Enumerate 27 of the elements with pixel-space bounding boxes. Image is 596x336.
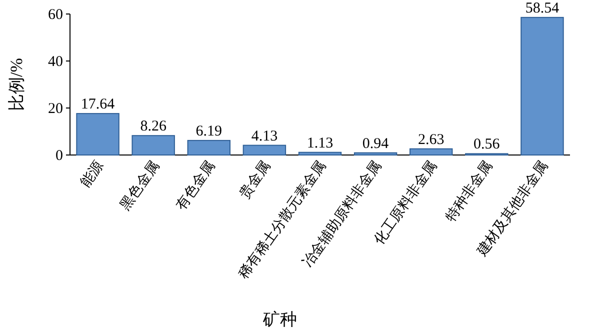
bar	[76, 113, 120, 156]
data-label: 0.56	[474, 136, 500, 153]
x-axis-title: 矿种	[262, 310, 297, 329]
bar	[242, 144, 286, 156]
data-label: 0.94	[362, 136, 390, 152]
data-label: 1.13	[306, 135, 334, 152]
x-tick-label: 有色金属	[172, 158, 218, 214]
x-tick-label: 黑色金属	[117, 158, 163, 214]
bar	[520, 16, 564, 156]
y-tick-label: 20	[48, 101, 63, 117]
bar	[298, 152, 342, 156]
data-label: 8.26	[140, 118, 167, 135]
data-label: 2.63	[418, 132, 444, 148]
y-tick-label: 0	[56, 148, 63, 164]
bar	[410, 148, 453, 156]
data-label: 58.54	[525, 0, 560, 16]
bar	[354, 152, 398, 156]
x-tick-label: 贵金属	[236, 158, 274, 202]
bar	[132, 135, 175, 156]
y-axis-title: 比例/%	[7, 58, 26, 111]
x-tick-label: 能源	[78, 158, 108, 190]
data-label: 6.19	[196, 123, 222, 140]
data-label: 17.64	[80, 96, 116, 113]
y-tick-label: 40	[48, 54, 63, 70]
y-tick-label: 60	[48, 7, 63, 23]
data-label: 4.13	[251, 128, 278, 144]
bar	[187, 140, 230, 156]
